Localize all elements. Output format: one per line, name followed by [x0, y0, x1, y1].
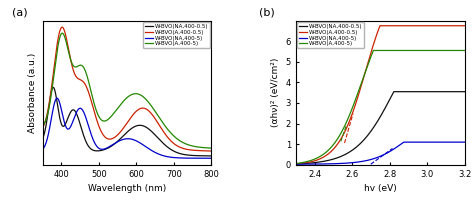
W-BVO(A,400-5)	[311, 158, 317, 161]
Legend: W-BVO(NA,400-0.5), W-BVO(A,400-0.5), W-BVO(NA,400-5), W-BVO(A,400-5): W-BVO(NA,400-0.5), W-BVO(A,400-0.5), W-B…	[143, 22, 210, 48]
W-BVO(A,400-0.5)	[311, 160, 317, 162]
W-BVO(A,400-5)	[59, 32, 65, 34]
W-BVO(A,400-5)	[178, 140, 183, 142]
W-BVO(A,400-5)	[415, 49, 421, 52]
Line: W-BVO(A,400-5): W-BVO(A,400-5)	[296, 50, 474, 164]
Line: W-BVO(NA,400-5): W-BVO(NA,400-5)	[43, 98, 215, 158]
W-BVO(A,400-0.5)	[377, 25, 383, 27]
W-BVO(A,400-5)	[471, 49, 474, 52]
W-BVO(NA,400-0.5)	[435, 90, 441, 93]
W-BVO(A,400-5)	[293, 162, 299, 165]
W-BVO(NA,400-0.5)	[432, 90, 438, 93]
W-BVO(NA,400-5)	[372, 157, 377, 160]
W-BVO(NA,400-0.5)	[471, 90, 474, 93]
W-BVO(A,400-0.5)	[174, 145, 180, 147]
W-BVO(A,400-0.5)	[158, 127, 164, 130]
W-BVO(A,400-5)	[432, 49, 438, 52]
W-BVO(A,400-0.5)	[178, 146, 183, 149]
W-BVO(A,400-5)	[116, 105, 122, 108]
W-BVO(NA,400-0.5)	[58, 120, 64, 122]
W-BVO(NA,400-5)	[110, 143, 116, 146]
W-BVO(A,400-0.5)	[57, 28, 63, 31]
W-BVO(A,400-5)	[57, 35, 63, 37]
W-BVO(NA,400-5)	[58, 104, 64, 107]
Line: W-BVO(NA,400-5): W-BVO(NA,400-5)	[296, 142, 474, 164]
X-axis label: Wavelength (nm): Wavelength (nm)	[88, 184, 166, 193]
W-BVO(NA,400-5)	[415, 141, 421, 143]
W-BVO(A,400-0.5)	[372, 41, 377, 43]
W-BVO(NA,400-5)	[293, 163, 299, 165]
Y-axis label: Absorbance (a.u.): Absorbance (a.u.)	[28, 53, 37, 133]
W-BVO(NA,400-5)	[365, 159, 371, 162]
W-BVO(NA,400-0.5)	[365, 134, 371, 137]
Legend: W-BVO(NA,400-0.5), W-BVO(A,400-0.5), W-BVO(NA,400-5), W-BVO(A,400-5): W-BVO(NA,400-0.5), W-BVO(A,400-0.5), W-B…	[298, 22, 365, 48]
W-BVO(A,400-0.5)	[365, 62, 371, 64]
W-BVO(NA,400-5)	[212, 157, 218, 159]
W-BVO(NA,400-5)	[435, 141, 441, 143]
W-BVO(A,400-0.5)	[116, 132, 122, 135]
W-BVO(NA,400-5)	[401, 141, 407, 143]
Line: W-BVO(A,400-0.5): W-BVO(A,400-0.5)	[296, 26, 474, 164]
W-BVO(NA,400-5)	[174, 157, 180, 159]
W-BVO(NA,400-5)	[40, 148, 46, 150]
W-BVO(NA,400-0.5)	[50, 86, 56, 89]
W-BVO(A,400-5)	[110, 114, 116, 116]
Text: (a): (a)	[12, 8, 28, 18]
W-BVO(NA,400-0.5)	[110, 144, 116, 147]
W-BVO(A,400-0.5)	[212, 150, 218, 152]
W-BVO(A,400-5)	[212, 147, 218, 150]
W-BVO(NA,400-0.5)	[116, 139, 122, 142]
X-axis label: hv (eV): hv (eV)	[364, 184, 397, 193]
W-BVO(NA,400-5)	[116, 140, 122, 142]
W-BVO(A,400-0.5)	[432, 25, 438, 27]
W-BVO(A,400-5)	[40, 125, 46, 127]
Line: W-BVO(A,400-5): W-BVO(A,400-5)	[43, 33, 215, 148]
W-BVO(NA,400-5)	[432, 141, 438, 143]
W-BVO(NA,400-5)	[178, 157, 183, 159]
W-BVO(A,400-5)	[365, 64, 371, 66]
W-BVO(NA,400-0.5)	[174, 151, 180, 154]
W-BVO(A,400-5)	[158, 119, 164, 122]
W-BVO(NA,400-0.5)	[391, 90, 397, 93]
W-BVO(NA,400-0.5)	[40, 137, 46, 140]
W-BVO(NA,400-5)	[471, 141, 474, 143]
Line: W-BVO(NA,400-0.5): W-BVO(NA,400-0.5)	[296, 92, 474, 164]
W-BVO(A,400-0.5)	[471, 25, 474, 27]
W-BVO(NA,400-0.5)	[178, 152, 183, 155]
W-BVO(NA,400-5)	[158, 154, 164, 156]
W-BVO(A,400-0.5)	[415, 25, 421, 27]
W-BVO(NA,400-0.5)	[415, 90, 421, 93]
W-BVO(A,400-5)	[371, 49, 376, 52]
Y-axis label: (αhν)² (eV/cm²): (αhν)² (eV/cm²)	[271, 58, 280, 127]
W-BVO(A,400-0.5)	[110, 137, 116, 140]
W-BVO(A,400-0.5)	[435, 25, 441, 27]
W-BVO(A,400-5)	[372, 49, 377, 52]
W-BVO(A,400-5)	[174, 138, 180, 140]
W-BVO(NA,400-0.5)	[372, 125, 377, 128]
W-BVO(A,400-0.5)	[293, 163, 299, 165]
W-BVO(NA,400-5)	[311, 163, 317, 165]
W-BVO(NA,400-0.5)	[212, 155, 218, 157]
Line: W-BVO(NA,400-0.5): W-BVO(NA,400-0.5)	[43, 87, 215, 156]
Text: (b): (b)	[259, 8, 274, 18]
W-BVO(NA,400-0.5)	[293, 163, 299, 165]
W-BVO(A,400-5)	[435, 49, 441, 52]
W-BVO(NA,400-0.5)	[158, 140, 164, 143]
W-BVO(A,400-0.5)	[59, 26, 65, 28]
Line: W-BVO(A,400-0.5): W-BVO(A,400-0.5)	[43, 27, 215, 151]
W-BVO(NA,400-5)	[54, 97, 60, 99]
W-BVO(NA,400-0.5)	[311, 162, 317, 164]
W-BVO(A,400-0.5)	[40, 126, 46, 129]
